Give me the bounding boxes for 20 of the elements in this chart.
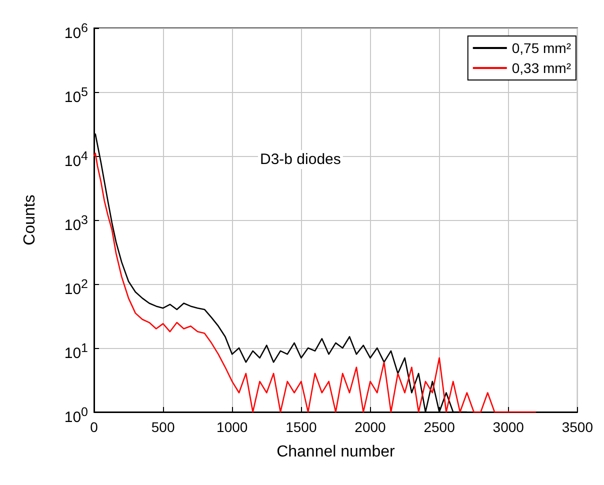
y-tick-label: 10$^{4}$ [64,148,88,172]
y-tick-label: 10$^{3}$ [64,212,88,236]
y-tick-label: 10$^{6}$ [64,20,88,44]
x-tick-label: 500 [151,419,175,435]
x-tick-label: 3500 [562,419,594,435]
y-axis-title: Counts [22,194,38,246]
x-tick-label: 1000 [216,419,248,435]
y-tick-label: 10$^{2}$ [64,276,88,300]
x-tick-label: 2000 [354,419,386,435]
legend-label: 0,33 mm² [512,60,572,76]
y-tick-label: 10$^{5}$ [64,84,88,108]
y-tick-label: 10$^{0}$ [64,404,88,428]
x-tick-label: 1500 [286,419,317,435]
legend-label: 0,75 mm² [512,40,572,56]
x-tick-label: 2500 [424,419,456,435]
x-tick-label: 0 [90,419,98,435]
y-tick-label: 10$^{1}$ [64,340,88,364]
annotation: D3-b diodes [260,151,341,168]
x-axis-title: Channel number [276,444,396,460]
x-tick-label: 3000 [492,419,524,435]
